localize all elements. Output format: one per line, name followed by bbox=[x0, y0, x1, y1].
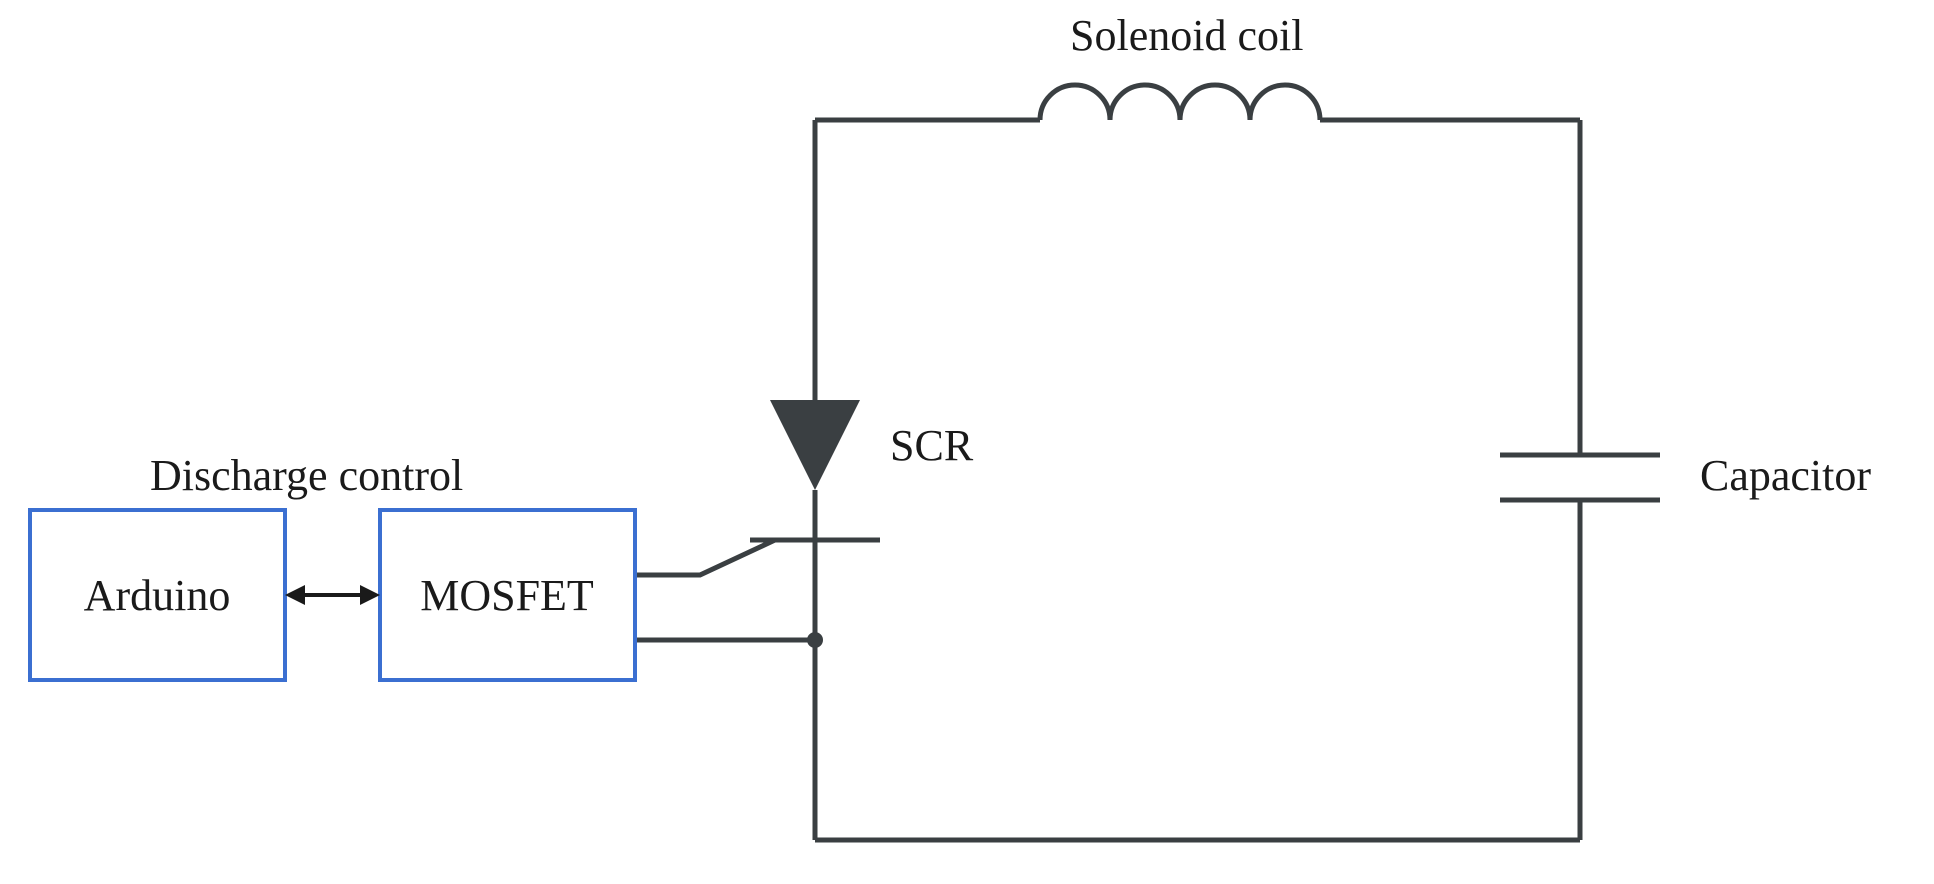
scr-icon bbox=[635, 400, 880, 575]
capacitor-icon bbox=[1500, 455, 1660, 500]
junction-node-icon bbox=[807, 632, 823, 648]
solenoid-label: Solenoid coil bbox=[1070, 11, 1303, 60]
solenoid-coil-icon bbox=[1040, 85, 1320, 120]
scr-label: SCR bbox=[890, 421, 974, 470]
capacitor-label: Capacitor bbox=[1700, 451, 1871, 500]
mosfet-label: MOSFET bbox=[420, 571, 594, 620]
discharge-control-label: Discharge control bbox=[150, 451, 463, 500]
arduino-label: Arduino bbox=[84, 571, 231, 620]
circuit-diagram: Solenoid coil SCR Capacitor Discharge co… bbox=[0, 0, 1934, 884]
double-arrow-icon bbox=[285, 585, 380, 605]
